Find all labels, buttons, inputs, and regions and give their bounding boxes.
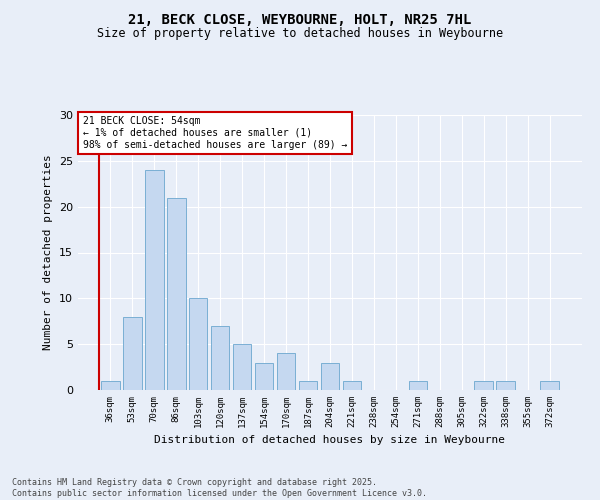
Bar [475, 381, 493, 390]
Bar [255, 362, 274, 390]
Bar [211, 326, 229, 390]
Bar [233, 344, 251, 390]
Text: Size of property relative to detached houses in Weybourne: Size of property relative to detached ho… [97, 28, 503, 40]
Bar [320, 362, 340, 390]
Bar [541, 381, 559, 390]
Bar [299, 381, 317, 390]
X-axis label: Distribution of detached houses by size in Weybourne: Distribution of detached houses by size … [155, 436, 505, 446]
Text: 21 BECK CLOSE: 54sqm
← 1% of detached houses are smaller (1)
98% of semi-detache: 21 BECK CLOSE: 54sqm ← 1% of detached ho… [83, 116, 347, 150]
Text: 21, BECK CLOSE, WEYBOURNE, HOLT, NR25 7HL: 21, BECK CLOSE, WEYBOURNE, HOLT, NR25 7H… [128, 12, 472, 26]
Bar [496, 381, 515, 390]
Bar [189, 298, 208, 390]
Text: Contains HM Land Registry data © Crown copyright and database right 2025.
Contai: Contains HM Land Registry data © Crown c… [12, 478, 427, 498]
Bar [167, 198, 185, 390]
Bar [123, 316, 142, 390]
Bar [145, 170, 164, 390]
Y-axis label: Number of detached properties: Number of detached properties [43, 154, 53, 350]
Bar [101, 381, 119, 390]
Bar [277, 354, 295, 390]
Bar [343, 381, 361, 390]
Bar [409, 381, 427, 390]
